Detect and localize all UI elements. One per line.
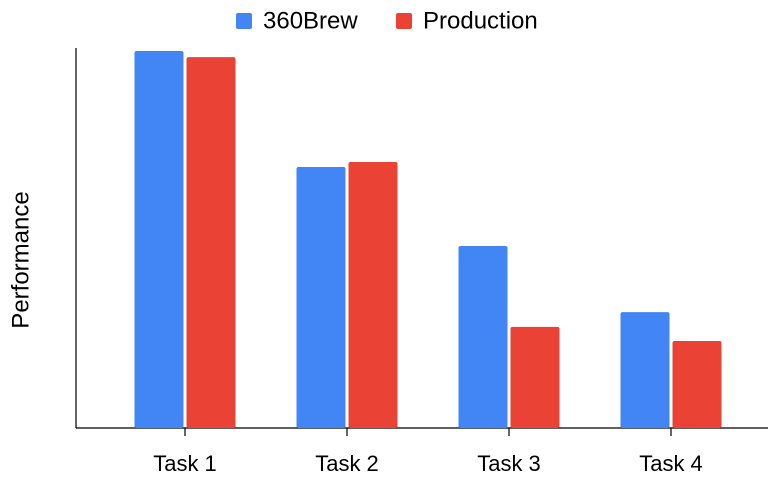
legend-swatch (236, 13, 252, 29)
bar (296, 166, 346, 428)
bar (620, 312, 670, 428)
x-tick-label: Task 3 (477, 451, 541, 476)
bar (458, 245, 508, 428)
legend-label: Production (423, 7, 538, 34)
bar (186, 57, 236, 429)
legend-label: 360Brew (263, 7, 358, 34)
x-tick-label: Task 1 (153, 451, 217, 476)
bar (348, 162, 398, 428)
legend-swatch (396, 13, 412, 29)
x-tick-label: Task 4 (639, 451, 703, 476)
bar (510, 326, 560, 428)
bar (672, 340, 722, 428)
x-tick-label: Task 2 (315, 451, 379, 476)
bar (134, 51, 184, 428)
y-axis-label: Performance (7, 191, 34, 328)
